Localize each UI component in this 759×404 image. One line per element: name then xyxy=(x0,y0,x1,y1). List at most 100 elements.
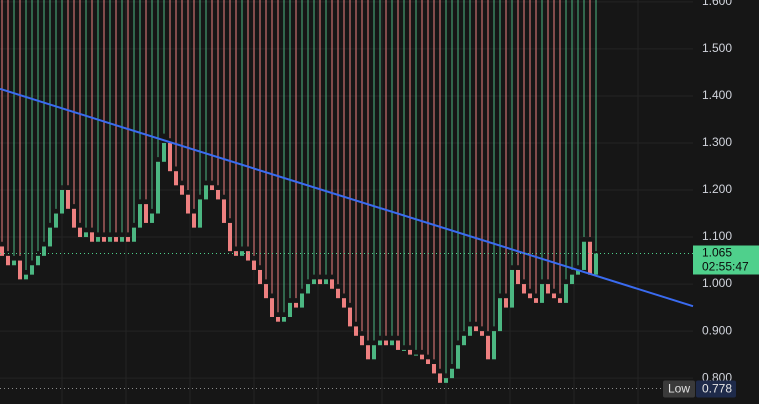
candle-body xyxy=(360,335,364,346)
candle-body xyxy=(282,316,286,322)
candle-body xyxy=(462,335,466,346)
low-value-label: 0.778 xyxy=(702,382,732,396)
candle-body xyxy=(270,298,274,317)
candle-body xyxy=(300,293,304,308)
candle-body xyxy=(258,269,262,285)
candle-body xyxy=(480,331,484,336)
candle-body xyxy=(180,185,184,195)
candle-body xyxy=(222,199,226,223)
candle-body xyxy=(384,340,388,346)
candle-body xyxy=(12,260,16,266)
candle-body xyxy=(588,241,592,275)
candle-body xyxy=(378,340,382,346)
candle-body xyxy=(78,227,82,238)
candle-body xyxy=(528,293,532,299)
candle-body xyxy=(228,222,232,252)
y-tick-label: 1.500 xyxy=(702,41,732,55)
candle-body xyxy=(432,364,436,374)
trend-line xyxy=(0,87,694,308)
candle-body xyxy=(240,251,244,256)
candle-body xyxy=(582,241,586,270)
candle-body xyxy=(168,142,172,172)
candle-body xyxy=(534,298,538,303)
candle-body xyxy=(312,279,316,285)
candle-body xyxy=(90,232,94,242)
last-price-label: 1.065 xyxy=(702,246,732,260)
candle-body xyxy=(510,269,514,308)
candle-body xyxy=(288,302,292,317)
candle-body xyxy=(594,253,598,275)
y-tick-label: 1.300 xyxy=(702,135,732,149)
candle-body xyxy=(216,190,220,200)
candle-body xyxy=(456,345,460,369)
candle-body xyxy=(0,246,4,256)
candle-body xyxy=(474,326,478,332)
candle-body xyxy=(54,213,58,228)
candle-body xyxy=(366,345,370,360)
candle-body xyxy=(174,171,178,186)
candle-body xyxy=(138,204,142,228)
candle-body xyxy=(198,199,202,228)
candle-body xyxy=(264,284,268,299)
candle-body xyxy=(396,340,400,350)
candle-body xyxy=(114,237,118,242)
candle-body xyxy=(324,279,328,285)
candle-body xyxy=(570,274,574,285)
low-value-box xyxy=(696,380,736,398)
candle-body xyxy=(72,208,76,228)
candle-body xyxy=(42,246,46,256)
countdown-label: 02:55:47 xyxy=(702,260,749,274)
candle-body xyxy=(84,232,88,238)
candle-body xyxy=(450,368,454,379)
candle-body xyxy=(192,213,196,228)
candle-body xyxy=(390,340,394,346)
candle-body xyxy=(468,326,472,336)
candle-body xyxy=(576,269,580,275)
candle-body xyxy=(426,359,430,365)
candle-body xyxy=(210,185,214,191)
candle-body xyxy=(120,237,124,242)
candle-body xyxy=(552,293,556,299)
candle-body xyxy=(60,190,64,214)
candle-body xyxy=(402,349,406,351)
candle-body xyxy=(318,279,322,285)
candle-body xyxy=(144,204,148,223)
y-tick-label: 0.900 xyxy=(702,323,732,337)
low-tag-box xyxy=(663,380,695,398)
candle-body xyxy=(414,354,418,356)
candle-body xyxy=(336,288,340,299)
candle-body xyxy=(132,227,136,242)
candle-body xyxy=(6,255,10,266)
y-tick-label: 1.100 xyxy=(702,229,732,243)
candle-body xyxy=(186,194,190,214)
candle-body xyxy=(558,298,562,303)
candle-body xyxy=(564,284,568,303)
candle-body xyxy=(276,316,280,322)
candle-body xyxy=(354,326,358,336)
candle-body xyxy=(246,251,250,261)
candle-body xyxy=(30,265,34,275)
candle-body xyxy=(18,260,22,280)
candle-body xyxy=(102,237,106,242)
candle-body xyxy=(294,302,298,308)
candle-body xyxy=(492,331,496,360)
candle-body xyxy=(96,237,100,242)
candle-body xyxy=(204,185,208,200)
candle-body xyxy=(348,307,352,327)
candle-body xyxy=(444,378,448,383)
candle-body xyxy=(420,354,424,360)
candle-body xyxy=(408,349,412,355)
candle-body xyxy=(150,213,154,223)
candle-body xyxy=(498,298,502,332)
candle-body xyxy=(306,284,310,294)
candle-body xyxy=(252,260,256,270)
candle-body xyxy=(108,237,112,242)
y-tick-label: 1.400 xyxy=(702,88,732,102)
candle-body xyxy=(546,284,550,294)
candle-body xyxy=(66,190,70,209)
candle-body xyxy=(36,255,40,266)
candle-body xyxy=(48,227,52,247)
candle-body xyxy=(486,335,490,360)
